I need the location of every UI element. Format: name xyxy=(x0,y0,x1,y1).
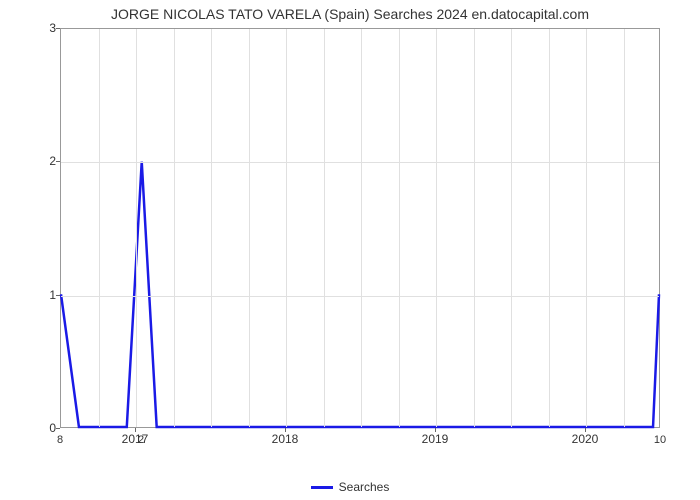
grid-line-vertical-minor xyxy=(211,29,212,427)
point-label: 10 xyxy=(654,434,666,446)
point-label: 2 xyxy=(138,434,144,446)
grid-line-horizontal xyxy=(61,162,659,163)
grid-line-vertical-minor xyxy=(474,29,475,427)
y-tick-label: 0 xyxy=(49,421,56,435)
x-tick-mark xyxy=(435,428,436,432)
series-line xyxy=(61,162,659,427)
y-tick-mark xyxy=(56,295,60,296)
chart-container: JORGE NICOLAS TATO VARELA (Spain) Search… xyxy=(0,0,700,500)
line-chart-svg xyxy=(61,29,659,427)
plot-area xyxy=(60,28,660,428)
y-tick-label: 1 xyxy=(49,288,56,302)
y-tick-label: 2 xyxy=(49,154,56,168)
point-label: 8 xyxy=(57,434,63,446)
grid-line-vertical-minor xyxy=(624,29,625,427)
grid-line-vertical-minor xyxy=(99,29,100,427)
grid-line-vertical-minor xyxy=(249,29,250,427)
x-tick-mark xyxy=(135,428,136,432)
legend-swatch xyxy=(311,486,333,489)
legend: Searches xyxy=(0,480,700,494)
x-tick-label: 2019 xyxy=(422,432,449,446)
chart-title: JORGE NICOLAS TATO VARELA (Spain) Search… xyxy=(0,0,700,22)
grid-line-vertical-minor xyxy=(174,29,175,427)
grid-line-vertical-minor xyxy=(549,29,550,427)
grid-line-vertical xyxy=(136,29,137,427)
y-tick-mark xyxy=(56,161,60,162)
x-tick-mark xyxy=(285,428,286,432)
x-tick-mark xyxy=(585,428,586,432)
grid-line-vertical-minor xyxy=(324,29,325,427)
y-tick-label: 3 xyxy=(49,21,56,35)
x-tick-label: 2018 xyxy=(272,432,299,446)
grid-line-vertical xyxy=(436,29,437,427)
grid-line-horizontal xyxy=(61,296,659,297)
legend-label: Searches xyxy=(339,480,390,494)
x-tick-label: 2020 xyxy=(572,432,599,446)
grid-line-vertical-minor xyxy=(511,29,512,427)
y-tick-mark xyxy=(56,428,60,429)
y-tick-mark xyxy=(56,28,60,29)
grid-line-vertical-minor xyxy=(361,29,362,427)
x-tick-label: 2017 xyxy=(122,432,149,446)
grid-line-vertical xyxy=(586,29,587,427)
grid-line-vertical-minor xyxy=(399,29,400,427)
grid-line-vertical xyxy=(286,29,287,427)
